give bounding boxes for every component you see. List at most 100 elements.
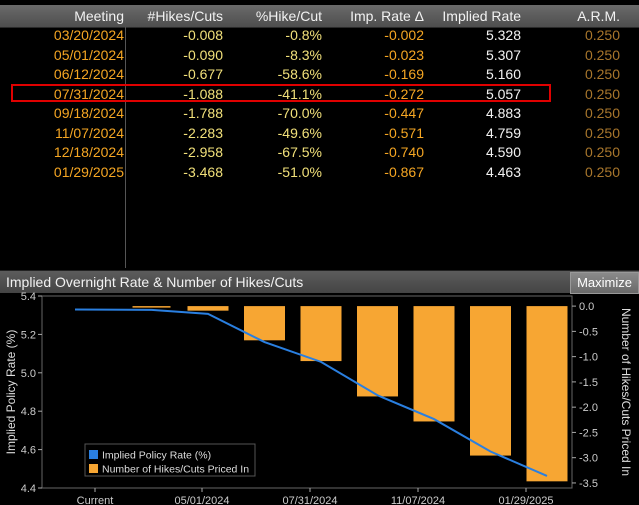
chart-titlebar: Implied Overnight Rate & Number of Hikes… [0, 270, 639, 294]
cell-imp-rate-delta: -0.867 [384, 163, 424, 180]
cell-imp-rate-delta: -0.740 [384, 144, 424, 160]
legend-swatch [89, 464, 98, 473]
table-row[interactable]: 05/01/2024 -0.090 -8.3% -0.023 5.307 0.250 [0, 46, 639, 65]
cell-pct-hike-cut: -8.3% [285, 46, 322, 63]
chart-title: Implied Overnight Rate & Number of Hikes… [6, 274, 304, 290]
cell-meeting: 06/12/2024 [53, 66, 124, 82]
left-tick-label: 4.6 [21, 445, 36, 457]
table-row[interactable]: 07/31/2024 -1.088 -41.1% -0.272 5.057 0.250 [0, 85, 639, 104]
rate-chart[interactable]: 5.4 5.2 5.0 4.8 4.6 4.4 0.0 -0.5 -1.0 -1.5 -2.0 -2.… [0, 292, 639, 505]
right-tick-label: -2.5 [579, 427, 598, 439]
cell-pct-hike-cut: -67.5% [277, 144, 322, 160]
table-row[interactable]: 11/07/2024 -2.283 -49.6% -0.571 4.759 0.250 [0, 124, 639, 143]
cell-hikes-cuts: -0.008 [183, 27, 223, 43]
cell-pct-hike-cut: -58.6% [277, 66, 322, 82]
right-tick-label: -3.0 [579, 453, 598, 465]
cell-implied-rate: 5.328 [485, 27, 521, 43]
right-axis-title: Number of Hikes/Cuts Priced In [619, 308, 633, 476]
legend-label: Number of Hikes/Cuts Priced In [102, 464, 249, 476]
right-tick-label: -0.5 [579, 326, 598, 338]
right-tick-label: -3.5 [579, 478, 598, 490]
cell-hikes-cuts: -0.090 [183, 46, 223, 63]
cell-imp-rate-delta: -0.023 [384, 46, 424, 63]
bar-05/01/2024 [187, 306, 229, 311]
table-row[interactable]: 12/18/2024 -2.958 -67.5% -0.740 4.590 0.250 [0, 143, 639, 162]
cell-imp-rate-delta: -0.002 [384, 27, 424, 43]
cell-hikes-cuts: -1.788 [183, 105, 223, 121]
cell-imp-rate-delta: -0.272 [384, 85, 424, 102]
cell-pct-hike-cut: -51.0% [277, 163, 322, 180]
cell-meeting: 12/18/2024 [53, 144, 124, 160]
column-header-imp-rate-delta[interactable]: Imp. Rate Δ [350, 8, 424, 24]
chart-panel: Implied Overnight Rate & Number of Hikes… [0, 270, 639, 505]
legend-box [84, 443, 256, 477]
highlighted-row-box [11, 84, 551, 102]
cell-imp-rate-delta: -0.169 [384, 66, 424, 82]
table-row[interactable]: 06/12/2024 -0.677 -58.6% -0.169 5.160 0.250 [0, 65, 639, 84]
cell-pct-hike-cut: -41.1% [277, 85, 322, 102]
column-header-pct-hike-cut[interactable]: %Hike/Cut [255, 8, 322, 24]
legend-label: Implied Policy Rate (%) [102, 450, 211, 462]
cell-hikes-cuts: -0.677 [183, 66, 223, 82]
cell-implied-rate: 5.057 [485, 85, 521, 102]
cell-implied-rate: 4.883 [485, 105, 521, 121]
cell-imp-rate-delta: -0.571 [384, 124, 424, 141]
cell-meeting: 11/07/2024 [54, 124, 124, 141]
cell-arm: 0.250 [584, 85, 620, 102]
x-tick-label: 01/29/2025 [498, 495, 553, 505]
bar-01/29/2025 [526, 306, 568, 482]
cell-imp-rate-delta: -0.447 [384, 105, 424, 121]
x-tick-label: 07/31/2024 [282, 495, 337, 505]
x-tick-label: 11/07/2024 [391, 495, 445, 505]
cell-hikes-cuts: -1.088 [183, 85, 223, 102]
cell-implied-rate: 4.590 [485, 144, 521, 160]
cell-pct-hike-cut: -49.6% [277, 124, 322, 141]
left-tick-label: 5.4 [21, 292, 36, 303]
cell-meeting: 01/29/2025 [53, 163, 124, 180]
table-row[interactable]: 03/20/2024 -0.008 -0.8% -0.002 5.328 0.250 [0, 26, 639, 45]
bar-07/31/2024 [300, 306, 342, 362]
bar-03/20/2024 [132, 306, 171, 308]
right-tick-label: -1.5 [579, 377, 598, 389]
cell-meeting: 05/01/2024 [53, 46, 124, 63]
cell-implied-rate: 5.307 [485, 46, 521, 63]
cell-arm: 0.250 [584, 144, 620, 160]
left-axis-title: Implied Policy Rate (%) [4, 330, 18, 455]
bar-12/18/2024 [470, 306, 511, 456]
table-row[interactable]: 09/18/2024 -1.788 -70.0% -0.447 4.883 0.250 [0, 104, 639, 123]
cell-implied-rate: 4.463 [485, 163, 521, 180]
left-tick-label: 4.4 [21, 483, 36, 495]
bar-11/07/2024 [413, 306, 455, 422]
cell-meeting: 09/18/2024 [53, 105, 124, 121]
left-tick-label: 5.0 [21, 368, 36, 380]
implied-rate-line [74, 308, 548, 477]
cell-implied-rate: 5.160 [485, 66, 521, 82]
column-header-meeting[interactable]: Meeting [74, 8, 124, 24]
column-header-implied-rate[interactable]: Implied Rate [442, 8, 521, 24]
table-row[interactable]: 01/29/2025 -3.468 -51.0% -0.867 4.463 0.250 [0, 163, 639, 182]
cell-pct-hike-cut: -0.8% [285, 27, 322, 43]
cell-hikes-cuts: -2.283 [183, 124, 223, 141]
x-tick-label: 05/01/2024 [174, 495, 229, 505]
cell-meeting: 07/31/2024 [53, 85, 124, 102]
cell-hikes-cuts: -3.468 [183, 163, 223, 180]
cell-arm: 0.250 [584, 46, 620, 63]
cell-arm: 0.250 [584, 105, 620, 121]
cell-implied-rate: 4.759 [485, 124, 521, 141]
cell-meeting: 03/20/2024 [53, 27, 124, 43]
cell-pct-hike-cut: -70.0% [277, 105, 322, 121]
cell-arm: 0.250 [584, 163, 620, 180]
right-tick-label: -1.0 [579, 352, 598, 364]
column-header-hikes-cuts[interactable]: #Hikes/Cuts [147, 8, 223, 24]
x-tick-label: Current [77, 495, 114, 505]
table-header: Meeting #Hikes/Cuts %Hike/Cut Imp. Rate … [0, 5, 639, 28]
right-tick-label: -2.0 [579, 402, 598, 414]
cell-arm: 0.250 [584, 27, 620, 43]
legend-swatch [89, 450, 98, 459]
left-tick-label: 4.8 [21, 406, 36, 418]
maximize-button[interactable]: Maximize [570, 272, 639, 294]
cell-arm: 0.250 [584, 124, 620, 141]
right-tick-label: 0.0 [579, 301, 594, 313]
column-header-arm[interactable]: A.R.M. [577, 8, 620, 24]
cell-hikes-cuts: -2.958 [183, 144, 223, 160]
